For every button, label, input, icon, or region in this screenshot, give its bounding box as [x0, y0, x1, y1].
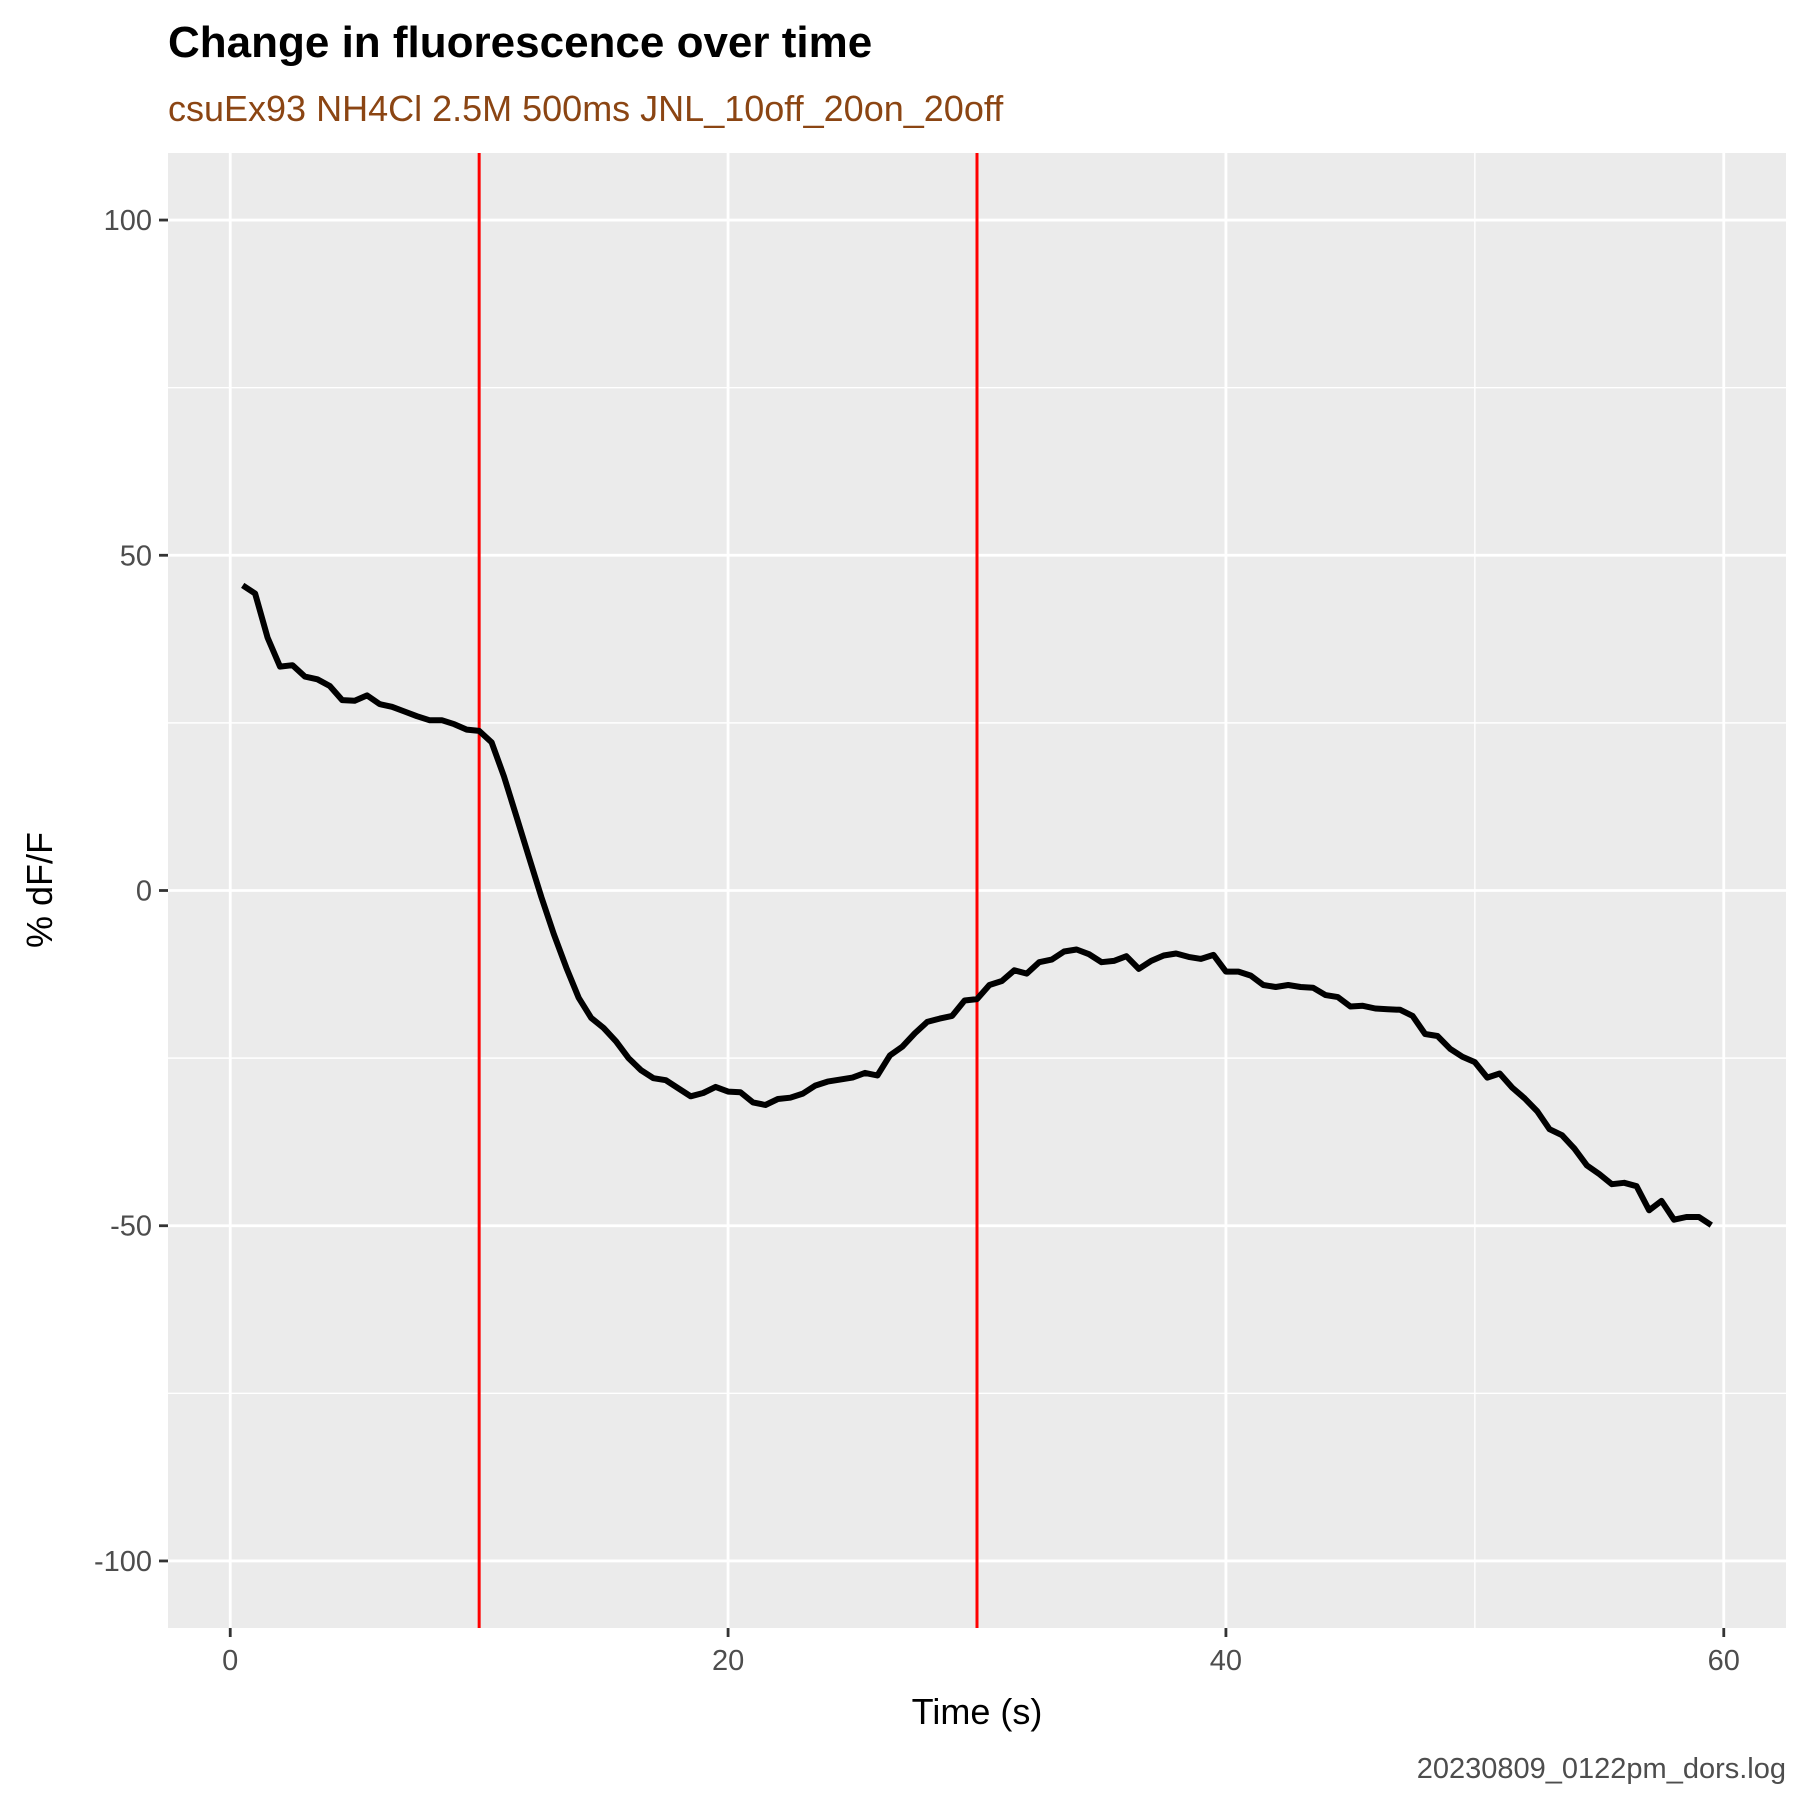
- x-axis-title: Time (s): [912, 1691, 1043, 1732]
- x-axis: 0 20 40 60: [222, 1628, 1740, 1677]
- y-tick-label: 100: [104, 205, 152, 237]
- x-tick-label: 40: [1210, 1645, 1242, 1677]
- series-line: [241, 582, 1713, 1228]
- y-tick-label: 0: [136, 876, 152, 908]
- x-tick-label: 60: [1708, 1645, 1740, 1677]
- y-tick-label: -50: [110, 1211, 152, 1243]
- x-tick-label: 20: [712, 1645, 744, 1677]
- chart-title: Change in fluorescence over time: [168, 18, 872, 67]
- caption: 20230809_0122pm_dors.log: [1417, 1753, 1786, 1785]
- y-tick-label: -100: [94, 1546, 152, 1578]
- chart-subtitle: csuEx93 NH4Cl 2.5M 500ms JNL_10off_20on_…: [168, 88, 1004, 129]
- y-axis: 100 50 0 -50 -100: [94, 205, 168, 1578]
- x-tick-label: 0: [222, 1645, 238, 1677]
- series-layer: [241, 582, 1713, 1228]
- y-tick-label: 50: [120, 540, 152, 572]
- y-axis-title: % dF/F: [19, 832, 60, 948]
- reference-lines: [477, 153, 979, 1628]
